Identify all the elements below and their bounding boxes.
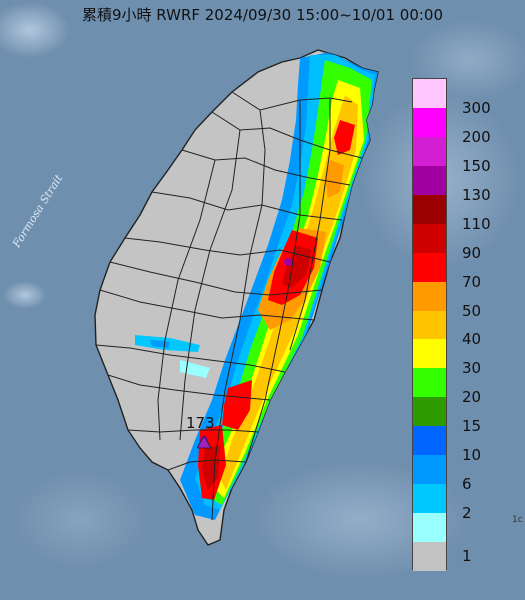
legend-label: 1 [462,546,472,565]
legend-swatch [413,426,446,456]
max-rainfall-label: 173 [186,414,215,432]
legend-swatch [413,194,446,225]
legend-label: 110 [462,214,491,233]
map-title: 累積9小時 RWRF 2024/09/30 15:00~10/01 00:00 [81,6,444,24]
legend-swatch [413,368,446,398]
legend-swatch [413,136,446,167]
max-rainfall-marker [196,435,212,449]
legend-label: 300 [462,98,491,117]
legend-swatch [413,484,446,514]
legend-label: 20 [462,388,482,407]
legend-label: 130 [462,185,491,204]
legend-label: 10 [462,446,482,465]
legend-swatch [413,165,446,196]
legend-label: 200 [462,127,491,146]
cloud-area [3,281,47,309]
legend-label: 70 [462,272,482,291]
legend-label: 150 [462,156,491,175]
legend-label: 50 [462,301,482,320]
rainfall-legend: 300 200 150 130 110 90 70 50 40 30 20 15 10 6 2 1 [412,78,504,572]
legend-label: 40 [462,330,482,349]
legend-swatch [413,252,446,283]
legend-swatch [413,455,446,485]
legend-swatch [413,397,446,427]
legend-swatch [413,79,446,109]
legend-swatch [413,107,446,138]
legend-swatch [413,339,446,369]
legend-swatch [413,223,446,254]
legend-color-bar [412,78,447,572]
legend-swatch [413,310,446,340]
cloud-area [10,470,150,570]
legend-swatch [413,542,446,572]
legend-label: 15 [462,417,482,436]
legend-swatch [413,281,446,312]
legend-label: 90 [462,243,482,262]
legend-label: 2 [462,504,472,523]
legend-label: 6 [462,475,472,494]
legend-swatch [413,513,446,543]
legend-label: 30 [462,359,482,378]
cloud-area [0,2,70,58]
county-boundaries [95,91,363,521]
edge-label: 1c [512,515,523,525]
